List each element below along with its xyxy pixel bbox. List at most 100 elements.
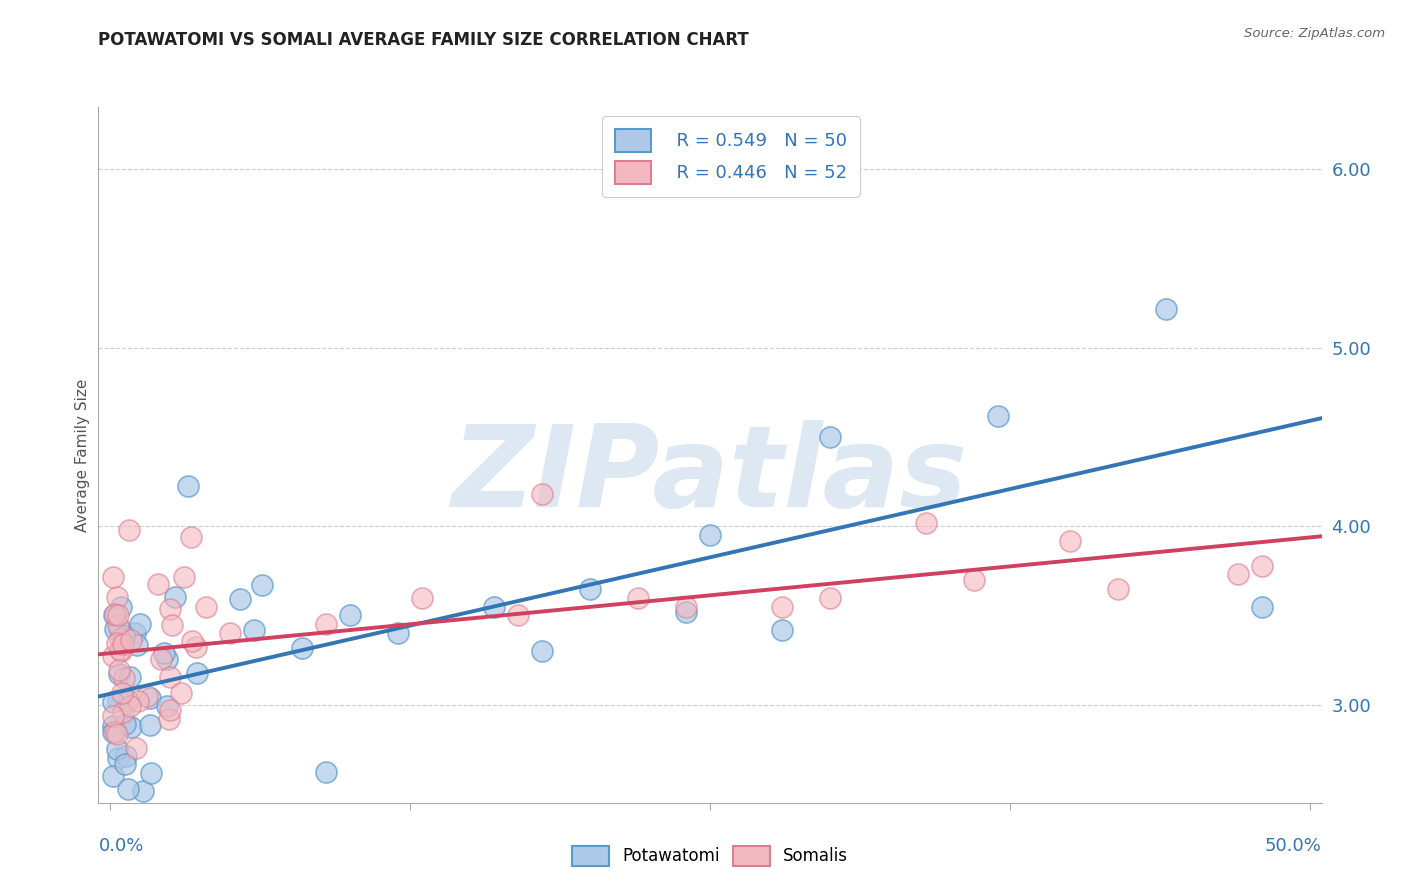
Point [105, 741, 128, 756]
Point [315, 765, 337, 780]
Point [120, 632, 142, 647]
Point [107, 607, 129, 622]
Point [129, 617, 152, 632]
Legend: Potawatomi, Somalis: Potawatomi, Somalis [564, 838, 856, 874]
Point [291, 640, 314, 655]
Point [104, 607, 127, 621]
Point [104, 724, 127, 739]
Point [159, 602, 181, 616]
Point [101, 769, 124, 783]
Point [152, 646, 174, 660]
Point [157, 712, 180, 726]
Point [184, 640, 207, 654]
Point [915, 516, 938, 530]
Point [107, 693, 129, 707]
Point [818, 591, 841, 605]
Point [125, 740, 148, 755]
Point [117, 694, 139, 708]
Point [108, 643, 131, 657]
Point [107, 751, 129, 765]
Point [170, 686, 193, 700]
Point [108, 663, 131, 677]
Point [101, 695, 124, 709]
Point [229, 592, 252, 607]
Point [699, 528, 721, 542]
Point [159, 670, 181, 684]
Point [114, 756, 136, 771]
Point [339, 608, 361, 623]
Point [117, 781, 139, 796]
Point [156, 652, 179, 666]
Text: POTAWATOMI VS SOMALI AVERAGE FAMILY SIZE CORRELATION CHART: POTAWATOMI VS SOMALI AVERAGE FAMILY SIZE… [98, 31, 749, 49]
Point [105, 635, 128, 649]
Point [180, 634, 202, 648]
Point [111, 705, 134, 719]
Point [111, 637, 134, 651]
Point [131, 784, 153, 798]
Point [108, 632, 131, 646]
Point [120, 670, 142, 684]
Point [159, 703, 181, 717]
Point [148, 577, 170, 591]
Point [118, 523, 141, 537]
Point [114, 716, 136, 731]
Point [101, 570, 124, 584]
Point [105, 727, 128, 741]
Point [112, 629, 135, 643]
Point [141, 766, 163, 780]
Point [194, 600, 217, 615]
Point [160, 617, 183, 632]
Point [770, 623, 793, 637]
Point [818, 430, 841, 444]
Point [315, 617, 337, 632]
Text: Source: ZipAtlas.com: Source: ZipAtlas.com [1244, 27, 1385, 40]
Point [103, 649, 125, 664]
Point [135, 690, 157, 704]
Point [1107, 582, 1129, 596]
Point [770, 599, 793, 614]
Point [186, 665, 208, 680]
Point [531, 487, 554, 501]
Text: ZIPatlas: ZIPatlas [451, 420, 969, 532]
Point [101, 709, 124, 723]
Point [482, 599, 505, 614]
Point [120, 720, 142, 734]
Point [387, 626, 409, 640]
Point [101, 719, 124, 733]
Text: 0.0%: 0.0% [98, 837, 143, 855]
Point [105, 590, 128, 604]
Point [579, 582, 602, 596]
Point [108, 666, 131, 681]
Point [250, 578, 273, 592]
Point [675, 605, 697, 619]
Point [104, 622, 127, 636]
Point [508, 608, 530, 623]
Point [411, 591, 433, 605]
Point [110, 643, 132, 657]
Point [173, 570, 195, 584]
Point [107, 617, 129, 632]
Point [243, 623, 266, 637]
Point [124, 625, 146, 640]
Point [219, 626, 242, 640]
Point [150, 652, 173, 666]
Point [176, 479, 198, 493]
Point [1154, 301, 1177, 316]
Point [1250, 599, 1272, 614]
Point [1059, 533, 1081, 548]
Point [108, 622, 131, 636]
Point [125, 639, 148, 653]
Point [627, 591, 650, 605]
Point [111, 685, 134, 699]
Point [180, 530, 202, 544]
Point [120, 698, 142, 713]
Point [103, 608, 125, 623]
Point [127, 694, 149, 708]
Point [139, 718, 162, 732]
Point [165, 590, 187, 604]
Point [963, 573, 986, 587]
Point [1250, 558, 1272, 573]
Point [531, 644, 554, 658]
Text: 50.0%: 50.0% [1265, 837, 1322, 855]
Point [1226, 567, 1249, 582]
